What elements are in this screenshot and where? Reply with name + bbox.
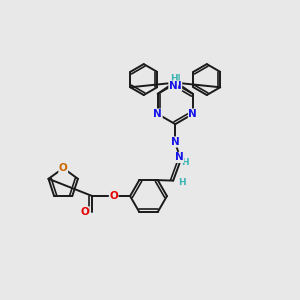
- Text: N: N: [175, 152, 184, 162]
- Text: N: N: [153, 109, 162, 119]
- Text: N: N: [173, 81, 182, 91]
- Text: N: N: [171, 137, 180, 147]
- Text: H: H: [181, 158, 189, 167]
- Text: N: N: [188, 109, 197, 119]
- Text: O: O: [110, 191, 118, 201]
- Text: H: H: [178, 178, 185, 187]
- Text: N: N: [171, 79, 180, 89]
- Text: O: O: [80, 207, 89, 217]
- Text: O: O: [59, 163, 68, 173]
- Text: H: H: [170, 74, 178, 83]
- Text: H: H: [172, 74, 180, 83]
- Text: N: N: [169, 81, 178, 91]
